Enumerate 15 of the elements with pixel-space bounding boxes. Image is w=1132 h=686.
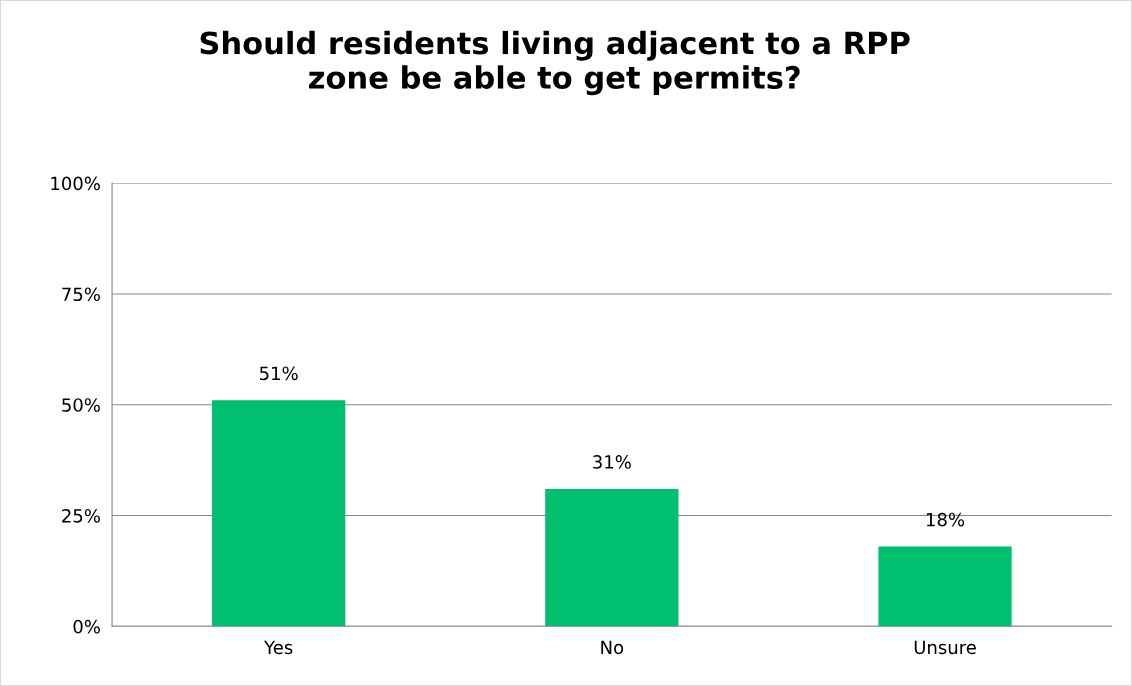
data-label: 18% (926, 512, 965, 527)
x-tick-label: Yes (264, 640, 293, 655)
bar (212, 400, 346, 627)
y-tick-label: 100% (51, 176, 100, 191)
y-tick-label: 25% (62, 508, 100, 523)
bar (878, 546, 1012, 627)
chart-title: Should residents living adjacent to a RPP zone be able to get permits? (200, 30, 910, 96)
y-tick-label: 75% (62, 287, 100, 302)
x-tick-label: Unsure (914, 640, 976, 655)
data-label: 31% (593, 455, 631, 469)
bar (545, 488, 679, 627)
x-tick-label: No (601, 640, 624, 655)
data-label: 51% (259, 366, 298, 381)
y-tick-label: 0% (73, 619, 100, 634)
y-tick-label: 50% (62, 398, 100, 412)
